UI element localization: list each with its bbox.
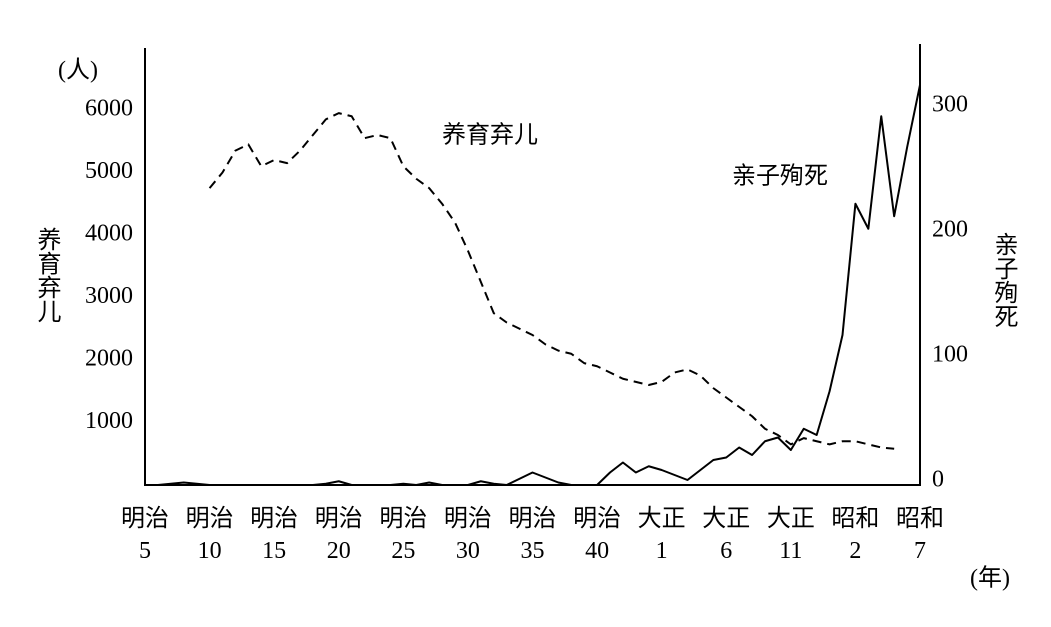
- x-unit: (年): [970, 565, 1010, 592]
- y-tick-label: 5000: [85, 158, 133, 184]
- y-unit: (人): [58, 58, 98, 84]
- series-annotation: 亲子殉死: [732, 163, 828, 190]
- x-tick-label: 明治 40: [573, 505, 621, 564]
- x-tick-label: 明治 15: [250, 505, 298, 564]
- x-tick-label: 明治 25: [379, 505, 427, 564]
- y2-tick-label: 0: [932, 467, 944, 493]
- series-line: [145, 84, 921, 486]
- y2-tick-label: 200: [932, 217, 968, 243]
- x-tick-label: 明治 20: [315, 505, 363, 564]
- y-tick-label: 3000: [85, 283, 133, 309]
- x-tick-label: 大正 6: [702, 505, 750, 564]
- x-tick-label: 昭和 7: [896, 505, 944, 564]
- x-tick-label: 明治 35: [509, 505, 557, 564]
- y2-axis-title: 亲子殉死: [990, 232, 1018, 328]
- x-tick-label: 大正 1: [638, 505, 686, 564]
- y-tick-label: 2000: [85, 346, 133, 372]
- x-tick-label: 大正 11: [767, 505, 815, 564]
- series-annotation: 养育弃儿: [442, 122, 538, 149]
- y2-tick-label: 300: [932, 92, 968, 118]
- y-tick-label: 1000: [85, 408, 133, 434]
- y2-tick-label: 100: [932, 342, 968, 368]
- series-line: [208, 112, 895, 450]
- x-tick-label: 昭和 2: [831, 505, 879, 564]
- x-tick-label: 明治 30: [444, 505, 492, 564]
- x-tick-label: 明治 10: [186, 505, 234, 564]
- y-tick-label: 4000: [85, 221, 133, 247]
- y-tick-label: 6000: [85, 96, 133, 122]
- y-axis-title: 养育弃儿: [33, 227, 61, 323]
- x-tick-label: 明治 5: [121, 505, 169, 564]
